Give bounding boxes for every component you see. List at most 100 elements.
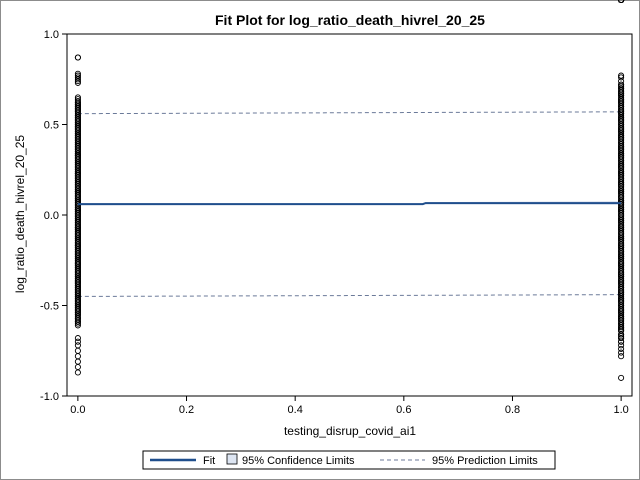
legend-confidence-label: 95% Confidence Limits xyxy=(242,455,355,467)
data-point xyxy=(618,161,625,168)
y-tick-label: -0.5 xyxy=(40,301,59,313)
observation-points-layer xyxy=(74,0,625,381)
data-point xyxy=(74,137,81,144)
data-point xyxy=(618,315,625,322)
data-point xyxy=(618,125,625,132)
data-point xyxy=(74,79,81,86)
x-axis: 0.0 0.2 0.4 0.6 0.8 1.0 xyxy=(70,396,629,416)
data-point xyxy=(618,97,625,105)
data-point xyxy=(618,374,625,381)
data-point xyxy=(74,271,81,278)
data-point xyxy=(618,206,625,213)
data-point xyxy=(74,116,81,123)
x-tick-label: 0.4 xyxy=(288,404,303,416)
x-tick-label: 0.2 xyxy=(179,404,194,416)
data-point xyxy=(74,369,81,376)
data-point xyxy=(74,304,81,311)
data-point xyxy=(74,231,81,238)
data-point xyxy=(618,289,625,296)
data-point xyxy=(74,114,81,121)
data-point xyxy=(618,217,625,224)
data-point xyxy=(74,217,81,224)
data-point xyxy=(618,233,625,240)
legend-prediction-label: 95% Prediction Limits xyxy=(432,455,538,467)
data-point xyxy=(618,135,625,143)
legend-fit-label: Fit xyxy=(203,455,215,467)
data-point xyxy=(618,215,625,222)
data-point xyxy=(74,188,81,195)
data-point xyxy=(618,333,625,340)
y-axis: -1.0 -0.5 0.0 0.5 1.0 xyxy=(40,29,67,403)
data-point xyxy=(74,315,81,322)
data-point xyxy=(74,338,81,345)
data-point xyxy=(74,181,81,188)
data-point xyxy=(74,322,81,329)
data-point xyxy=(74,141,81,148)
fit-line-layer xyxy=(77,202,622,206)
y-tick-label: 1.0 xyxy=(44,29,59,41)
data-point xyxy=(74,170,81,177)
x-tick-label: 1.0 xyxy=(613,404,628,416)
data-point xyxy=(74,300,81,307)
data-point xyxy=(618,224,625,231)
data-point xyxy=(74,282,81,289)
data-point xyxy=(618,163,625,170)
data-point xyxy=(618,152,625,159)
data-point xyxy=(74,152,81,159)
data-point xyxy=(74,268,81,275)
data-point xyxy=(74,134,81,141)
y-tick-label: 0.5 xyxy=(44,120,59,132)
data-point xyxy=(74,210,81,217)
data-point xyxy=(618,106,625,114)
data-point xyxy=(74,297,81,304)
chart-title: Fit Plot for log_ratio_death_hivrel_20_2… xyxy=(215,12,485,28)
data-point xyxy=(74,76,81,83)
data-point xyxy=(74,163,81,170)
data-point xyxy=(74,173,81,181)
data-point xyxy=(618,188,625,195)
data-point xyxy=(618,316,625,324)
data-point xyxy=(74,206,81,213)
data-point xyxy=(74,126,81,133)
data-point xyxy=(618,325,625,333)
data-point xyxy=(618,208,625,215)
legend-confidence-swatch xyxy=(226,453,238,465)
data-point xyxy=(618,353,625,360)
data-point xyxy=(74,249,81,257)
data-point xyxy=(74,155,81,162)
data-point xyxy=(74,54,81,61)
data-point xyxy=(618,278,625,286)
data-point xyxy=(618,269,625,276)
data-point xyxy=(74,105,81,112)
data-point xyxy=(618,307,625,314)
data-point xyxy=(618,306,625,313)
data-point xyxy=(618,251,625,258)
data-point xyxy=(618,280,625,287)
data-point xyxy=(618,324,625,331)
data-point xyxy=(618,271,625,278)
data-point xyxy=(74,260,81,267)
data-point xyxy=(74,307,81,314)
data-point xyxy=(618,235,625,242)
data-point xyxy=(74,213,81,220)
data-point xyxy=(618,342,625,349)
data-point xyxy=(618,242,625,249)
y-tick-label: 0.0 xyxy=(44,210,59,222)
data-point xyxy=(618,190,625,197)
data-point xyxy=(618,170,625,177)
data-point xyxy=(618,226,625,233)
data-point xyxy=(618,287,625,295)
x-axis-label: testing_disrup_covid_ai1 xyxy=(284,424,416,438)
data-point xyxy=(74,235,81,242)
data-point xyxy=(618,244,625,251)
data-point xyxy=(74,144,81,152)
data-point xyxy=(74,224,81,231)
data-point xyxy=(618,253,625,260)
data-point xyxy=(74,159,81,166)
data-point xyxy=(74,228,81,235)
data-point xyxy=(74,192,81,199)
legend: Fit 95% Confidence Limits 95% Prediction… xyxy=(142,450,556,470)
data-point xyxy=(618,345,625,352)
x-tick-label: 0.0 xyxy=(70,404,85,416)
